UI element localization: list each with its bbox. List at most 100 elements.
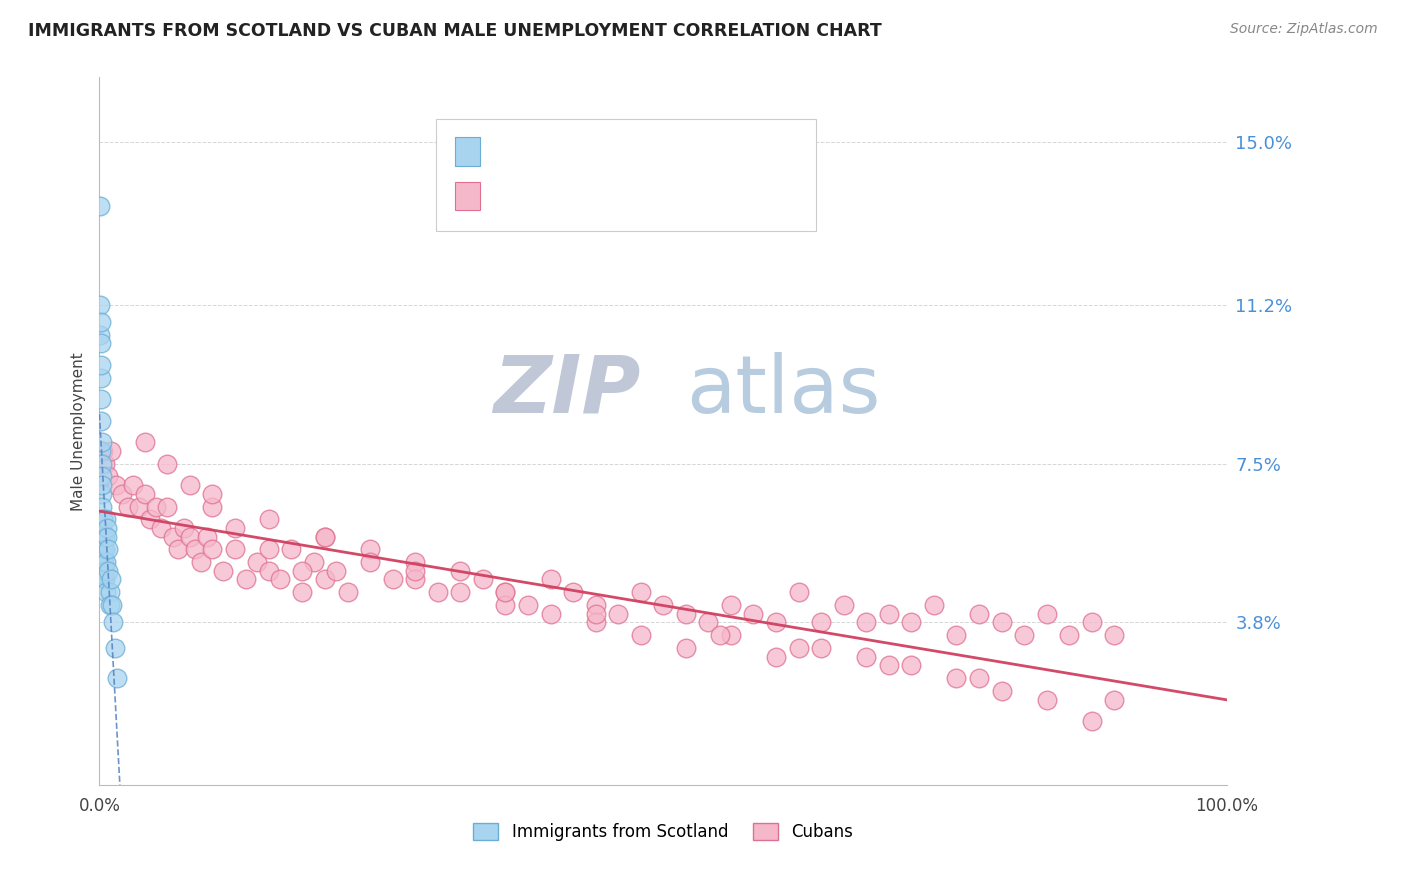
Point (630, 585, 652, 599)
Point (224, 542, 246, 557)
Point (325, 564, 347, 578)
Point (562, 585, 585, 599)
Point (404, 555, 426, 569)
Point (201, 500, 224, 514)
Point (540, 607, 562, 621)
Point (91, 551, 114, 566)
Point (90, 371, 112, 385)
Point (471, 573, 494, 587)
Point (90, 414, 112, 428)
Point (94, 542, 117, 557)
Text: 104: 104 (638, 192, 676, 211)
Point (156, 500, 179, 514)
Point (101, 599, 124, 613)
Point (246, 555, 269, 569)
Point (195, 530, 218, 544)
Text: ZIP: ZIP (494, 351, 641, 430)
Point (156, 457, 179, 471)
Point (100, 573, 122, 587)
Text: N =: N = (599, 192, 637, 211)
Point (90, 336, 112, 351)
Point (90, 443, 112, 458)
Point (877, 658, 900, 673)
Point (404, 564, 426, 578)
Point (517, 599, 540, 613)
Point (280, 542, 302, 557)
Point (291, 585, 314, 599)
Point (111, 486, 134, 500)
Point (90, 486, 112, 500)
Text: R =: R = (486, 192, 523, 211)
Point (90, 457, 112, 471)
Point (139, 512, 162, 526)
Point (122, 478, 145, 492)
Point (257, 512, 280, 526)
Point (96, 521, 118, 535)
Text: 46: 46 (638, 147, 664, 166)
Point (117, 500, 139, 514)
Point (990, 615, 1012, 630)
Point (93, 555, 115, 569)
Point (90, 315, 112, 329)
Point (855, 649, 877, 664)
Point (173, 521, 195, 535)
Point (269, 573, 291, 587)
Point (540, 573, 562, 587)
Point (184, 542, 207, 557)
Point (787, 641, 810, 656)
Point (765, 649, 787, 664)
Point (97, 542, 120, 557)
Point (742, 607, 765, 621)
Point (607, 607, 630, 621)
Point (90, 435, 112, 450)
Legend: Immigrants from Scotland, Cubans: Immigrants from Scotland, Cubans (467, 816, 860, 848)
Point (359, 542, 381, 557)
Point (990, 684, 1012, 698)
Point (105, 478, 128, 492)
Point (675, 641, 697, 656)
Point (900, 658, 922, 673)
Point (449, 564, 471, 578)
Point (810, 615, 832, 630)
Point (128, 500, 150, 514)
Point (89, 199, 111, 213)
Point (94, 564, 117, 578)
Point (91, 500, 114, 514)
Point (104, 641, 127, 656)
Point (190, 555, 212, 569)
Point (832, 599, 855, 613)
Point (585, 615, 607, 630)
Point (720, 628, 742, 642)
Point (212, 564, 235, 578)
Point (877, 607, 900, 621)
Point (91, 478, 114, 492)
Point (1057, 628, 1080, 642)
Point (93, 573, 115, 587)
Point (91, 443, 114, 458)
Point (224, 521, 246, 535)
Point (1104, 692, 1126, 706)
Y-axis label: Male Unemployment: Male Unemployment (72, 352, 86, 511)
Point (97, 469, 120, 483)
Point (93, 530, 115, 544)
Point (314, 530, 336, 544)
Point (652, 599, 675, 613)
Point (967, 671, 990, 685)
Point (494, 585, 516, 599)
Point (1035, 692, 1057, 706)
Text: R =: R = (486, 147, 523, 166)
Point (93, 542, 115, 557)
Point (404, 573, 426, 587)
Point (314, 573, 336, 587)
Point (381, 573, 404, 587)
Point (1035, 607, 1057, 621)
Point (98, 585, 121, 599)
Point (100, 443, 122, 458)
Text: N =: N = (599, 147, 637, 166)
Point (89, 298, 111, 312)
Point (257, 542, 280, 557)
Point (967, 607, 990, 621)
Point (97, 564, 120, 578)
Point (150, 521, 173, 535)
Point (93, 568, 115, 582)
